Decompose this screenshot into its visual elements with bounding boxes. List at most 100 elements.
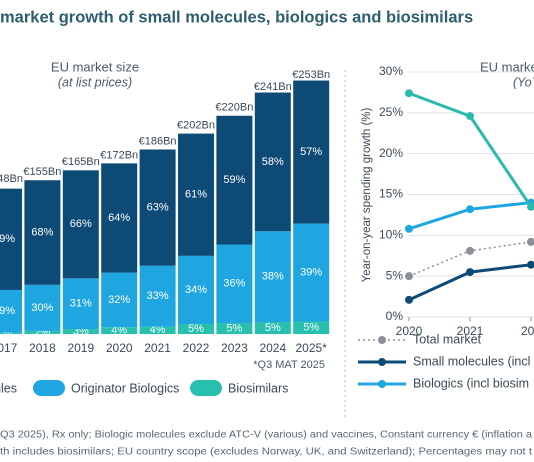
bar-segment <box>216 244 253 324</box>
total-label: €148Bn <box>0 173 23 185</box>
bar-segment <box>0 332 22 334</box>
point <box>466 205 475 214</box>
chart-subtitle: (YoY <box>513 75 534 89</box>
bar-segment <box>62 278 99 330</box>
data-label: 38% <box>262 271 284 283</box>
bar-segment <box>293 80 330 224</box>
bar-segment <box>216 115 253 245</box>
bar-segment <box>62 329 99 334</box>
data-label: 64% <box>108 212 130 224</box>
bar-segment <box>101 327 138 334</box>
x-tick-label: 2017 <box>0 341 18 355</box>
x-tick-label: 2020 <box>396 324 423 338</box>
x-tick-label: 2020 <box>106 341 133 355</box>
note: *Q3 MAT 2025 <box>253 359 325 371</box>
total-label: €186Bn <box>139 135 177 147</box>
chart-title: EU marke <box>480 59 534 74</box>
page-title: market growth of small molecules, biolog… <box>0 8 473 26</box>
bar-segment <box>216 323 253 334</box>
bar-segment <box>101 272 138 328</box>
data-label: 32% <box>108 294 130 306</box>
data-label: 31% <box>70 298 92 310</box>
data-label: 5% <box>188 323 204 335</box>
point <box>527 202 534 211</box>
legend-label: Small molecules (incl <box>413 354 530 368</box>
bar-segment <box>178 133 214 256</box>
legend-marker <box>378 358 386 366</box>
chart-subtitle: (at list prices) <box>58 75 132 89</box>
data-label: 5% <box>226 322 242 334</box>
legend-label: Biologics (incl biosim <box>413 376 529 390</box>
x-tick-label: 2023 <box>221 341 248 355</box>
point <box>405 272 414 281</box>
bar-segment <box>178 323 214 334</box>
bar-segment <box>62 170 99 279</box>
y-tick-label: 15% <box>379 187 403 201</box>
bar-segment <box>254 322 291 334</box>
x-tick-label: 2022 <box>183 341 210 355</box>
total-label: €253Bn <box>292 69 330 81</box>
bar-segment <box>293 321 330 334</box>
legend-marker <box>378 336 386 344</box>
data-label: 58% <box>262 156 284 168</box>
bar-segment <box>254 231 291 323</box>
data-label: 34% <box>185 284 207 296</box>
x-tick-label: 2024 <box>259 341 286 355</box>
bar-segment <box>254 92 291 232</box>
legend-marker <box>378 380 386 388</box>
data-label: 63% <box>147 202 169 214</box>
data-label: 33% <box>147 290 169 302</box>
y-axis-label: Year-on-year spending growth (%) <box>361 107 373 282</box>
y-tick-label: 20% <box>379 146 403 160</box>
total-label: €155Bn <box>23 166 61 178</box>
point <box>527 260 534 269</box>
data-label: 5% <box>303 322 319 334</box>
data-label: 57% <box>300 146 322 158</box>
data-label: 29% <box>0 305 15 317</box>
point <box>405 224 414 233</box>
point <box>527 237 534 246</box>
point <box>466 268 475 277</box>
footnote: Q3 2025), Rx only; Biologic molecules ex… <box>0 430 532 441</box>
bar-segment <box>24 330 61 334</box>
legend-label: Originator Biologics <box>71 381 179 395</box>
data-label: 66% <box>70 218 92 230</box>
x-tick-label: 2021 <box>144 341 171 355</box>
x-tick-label: 202 <box>521 324 534 338</box>
bar-segment <box>0 289 22 333</box>
legend-label: Small molecules <box>0 381 17 395</box>
data-label: 39% <box>300 266 322 278</box>
bar-segment <box>101 163 138 273</box>
bar-segment <box>139 149 176 266</box>
data-label: 36% <box>223 278 245 290</box>
line <box>408 91 533 208</box>
x-tick-label: 2018 <box>29 341 56 355</box>
bar-segment <box>139 265 176 327</box>
point <box>466 246 475 255</box>
data-label: 59% <box>223 174 245 186</box>
bar-segment <box>0 188 22 290</box>
chart-title: EU market size <box>51 59 139 74</box>
data-label: 4% <box>150 324 166 336</box>
total-label: €172Bn <box>100 149 138 161</box>
bar-segment <box>293 223 330 322</box>
x-tick-label: 2019 <box>67 341 94 355</box>
y-tick-label: 10% <box>379 228 403 242</box>
point <box>405 89 414 98</box>
legend-swatch <box>190 380 222 396</box>
data-label: 5% <box>265 322 281 334</box>
total-label: €165Bn <box>62 156 100 168</box>
total-label: €220Bn <box>215 102 253 114</box>
y-tick-label: 0% <box>386 309 404 323</box>
legend-label: Biosimilars <box>228 381 288 395</box>
data-label: 69% <box>0 233 15 245</box>
total-label: €202Bn <box>177 120 215 132</box>
bar-segment <box>24 180 61 285</box>
footnote: th includes biosimilars; EU country scop… <box>0 447 532 458</box>
legend-label: Total market <box>413 332 482 346</box>
point <box>466 112 475 121</box>
bar-segment <box>178 255 214 324</box>
data-label: 4% <box>111 324 127 336</box>
y-tick-label: 30% <box>379 64 403 78</box>
x-tick-label: 2021 <box>457 324 484 338</box>
